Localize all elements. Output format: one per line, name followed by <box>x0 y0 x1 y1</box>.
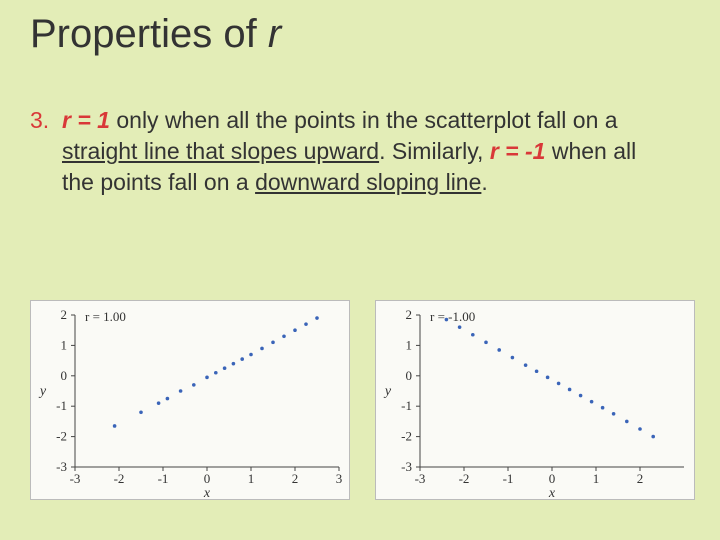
svg-text:2: 2 <box>637 471 644 486</box>
svg-text:r = -1.00: r = -1.00 <box>430 309 475 324</box>
slide-title: Properties of r <box>30 12 281 57</box>
svg-text:0: 0 <box>549 471 556 486</box>
svg-text:0: 0 <box>204 471 211 486</box>
svg-text:x: x <box>203 486 211 501</box>
r-equals-one: r = 1 <box>62 107 110 133</box>
svg-text:y: y <box>38 384 47 399</box>
list-body: r = 1 only when all the points in the sc… <box>62 105 652 198</box>
upward-line-text: straight line that slopes upward <box>62 138 379 164</box>
svg-text:1: 1 <box>593 471 600 486</box>
text-seg-4: . Similarly, <box>379 138 490 164</box>
svg-text:2: 2 <box>292 471 299 486</box>
title-prefix: Properties of <box>30 12 268 56</box>
body-paragraph: 3.r = 1 only when all the points in the … <box>30 105 670 198</box>
svg-text:3: 3 <box>336 471 343 486</box>
svg-text:0: 0 <box>406 368 413 383</box>
svg-text:1: 1 <box>61 337 68 352</box>
svg-text:-1: -1 <box>401 398 412 413</box>
svg-text:-2: -2 <box>114 471 125 486</box>
svg-text:1: 1 <box>248 471 255 486</box>
svg-text:-2: -2 <box>459 471 470 486</box>
downward-line-text: downward sloping line <box>255 169 481 195</box>
svg-text:y: y <box>383 384 392 399</box>
title-variable: r <box>268 12 281 56</box>
svg-text:-1: -1 <box>158 471 169 486</box>
svg-text:-1: -1 <box>503 471 514 486</box>
list-number: 3. <box>30 105 62 136</box>
svg-text:-3: -3 <box>56 459 67 474</box>
r-equals-neg-one: r = -1 <box>490 138 546 164</box>
svg-text:1: 1 <box>406 337 413 352</box>
svg-text:-2: -2 <box>401 429 412 444</box>
svg-text:2: 2 <box>61 307 68 322</box>
svg-text:-3: -3 <box>415 471 426 486</box>
svg-text:-2: -2 <box>56 429 67 444</box>
svg-text:-3: -3 <box>401 459 412 474</box>
svg-text:0: 0 <box>61 368 68 383</box>
svg-text:-1: -1 <box>56 398 67 413</box>
svg-text:-3: -3 <box>70 471 81 486</box>
scatter-chart-negative: -3 -2 -1 0 1 2 -3 -2 -1 0 1 2 x y r = -1.00 <box>375 300 695 500</box>
svg-text:r = 1.00: r = 1.00 <box>85 309 126 324</box>
text-seg-8: . <box>481 169 487 195</box>
text-seg-2: only when all the points in the scatterp… <box>110 107 618 133</box>
scatter-chart-positive: -3 -2 -1 0 1 2 3 -3 -2 -1 0 1 2 x y r = 1.00 <box>30 300 350 500</box>
svg-text:x: x <box>548 486 556 501</box>
svg-text:2: 2 <box>406 307 413 322</box>
